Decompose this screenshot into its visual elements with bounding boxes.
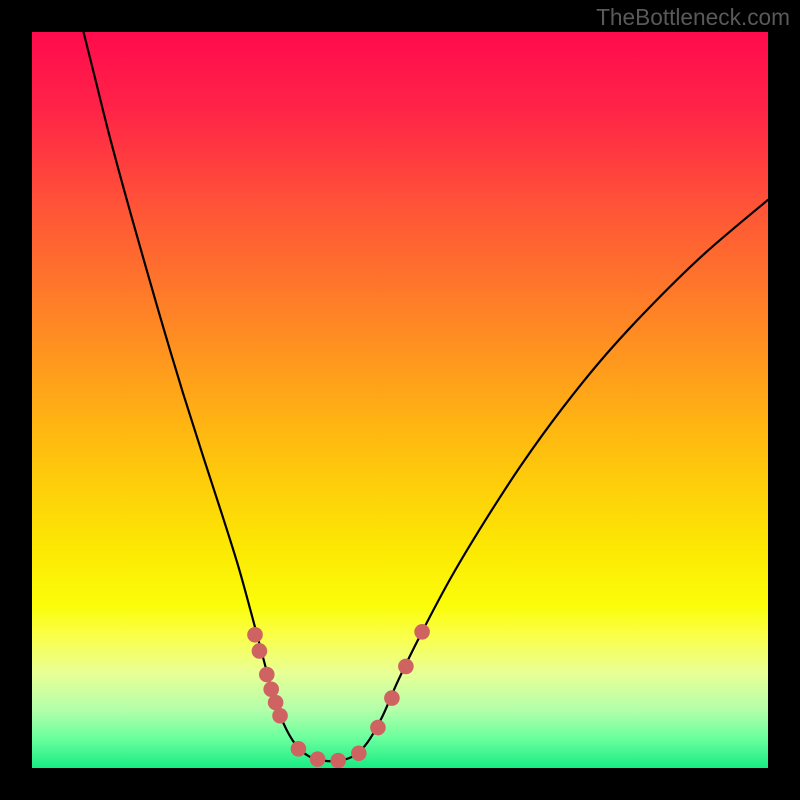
trough-marker [351, 745, 367, 761]
trough-marker [247, 627, 263, 643]
trough-marker [370, 720, 386, 736]
trough-marker [384, 690, 400, 706]
trough-marker [398, 659, 414, 675]
trough-marker [263, 681, 279, 697]
trough-marker [330, 753, 346, 769]
trough-marker [414, 624, 430, 640]
trough-marker [259, 667, 275, 683]
trough-marker [268, 695, 284, 711]
plot-gradient [32, 32, 768, 768]
trough-marker [252, 643, 268, 659]
trough-marker [291, 741, 307, 757]
trough-marker [310, 751, 326, 767]
chart-stage: TheBottleneck.com [0, 0, 800, 800]
watermark-text: TheBottleneck.com [596, 4, 790, 31]
bottleneck-chart-svg [0, 0, 800, 800]
trough-marker [272, 708, 288, 724]
